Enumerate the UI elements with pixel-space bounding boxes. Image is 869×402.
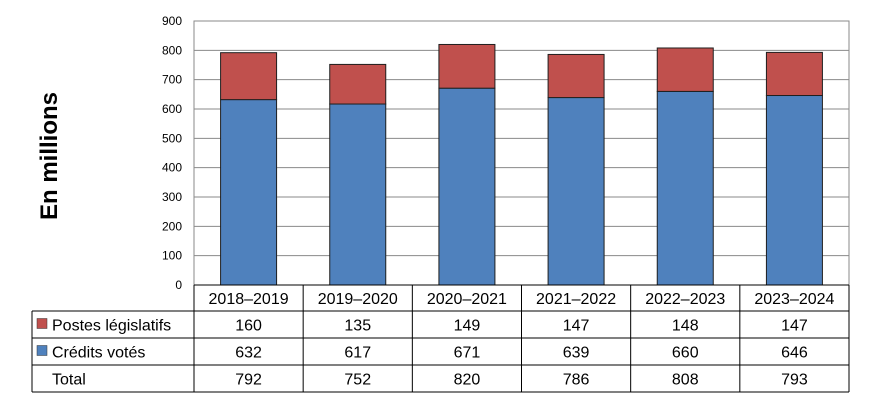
table-cell: 786: [563, 372, 590, 389]
y-tick-label: 500: [162, 131, 182, 145]
table-cell: 149: [454, 318, 481, 335]
bars: [220, 43, 823, 286]
bar-segment-credits-votes: [547, 97, 605, 286]
category-label: 2022–2023: [645, 291, 725, 308]
table-cell: 160: [235, 318, 262, 335]
bar-segment-postes-legislatifs: [547, 53, 605, 99]
row-label: Crédits votés: [52, 345, 145, 362]
legend-swatch: [36, 318, 48, 329]
bar-segment-postes-legislatifs: [220, 52, 278, 101]
bar-segment-postes-legislatifs: [765, 51, 823, 97]
bar-segment-postes-legislatifs: [656, 47, 714, 92]
table-cell: 671: [454, 345, 481, 362]
table-cell: 632: [235, 345, 262, 362]
table-cell: 135: [344, 318, 371, 335]
table-cell: 147: [563, 318, 590, 335]
table-cell: 148: [672, 318, 699, 335]
table-cell: 646: [781, 345, 808, 362]
category-label: 2021–2022: [536, 291, 616, 308]
y-tick-label: 400: [162, 161, 182, 175]
table-cell: 752: [344, 372, 371, 389]
y-axis-ticks: 0 100 200 300 400 500 600 700 800 900: [162, 14, 182, 292]
table-cell: 660: [672, 345, 699, 362]
y-tick-label: 900: [162, 14, 182, 28]
bar-segment-credits-votes: [329, 103, 387, 286]
legend-swatch: [36, 345, 48, 356]
y-tick-label: 700: [162, 73, 182, 87]
y-tick-label: 0: [175, 278, 182, 292]
table-cell: 808: [672, 372, 699, 389]
bar-segment-postes-legislatifs: [329, 63, 387, 105]
table-cell: 617: [344, 345, 371, 362]
bar-segment-credits-votes: [220, 99, 278, 286]
row-label: Total: [52, 372, 86, 389]
y-tick-label: 100: [162, 249, 182, 263]
gridlines: [193, 20, 850, 286]
y-tick-label: 300: [162, 190, 182, 204]
y-axis-title: En millions: [36, 92, 63, 220]
y-tick-label: 200: [162, 219, 182, 233]
y-tick-label: 800: [162, 43, 182, 57]
bar-segment-credits-votes: [765, 95, 823, 286]
table-cell: 639: [563, 345, 590, 362]
table-cell: 820: [454, 372, 481, 389]
table-cell: 793: [781, 372, 808, 389]
bar-segment-credits-votes: [438, 87, 496, 286]
category-label: 2023–2024: [754, 291, 834, 308]
table-cell: 792: [235, 372, 262, 389]
y-tick-label: 600: [162, 102, 182, 116]
category-label: 2019–2020: [318, 291, 398, 308]
bar-segment-credits-votes: [656, 90, 714, 286]
category-label: 2020–2021: [427, 291, 507, 308]
bar-segment-postes-legislatifs: [438, 43, 496, 89]
data-table: 2018–2019 2019–2020 2020–2021 2021–2022 2022…: [31, 284, 850, 393]
category-label: 2018–2019: [209, 291, 289, 308]
plot-frame: [193, 20, 850, 286]
row-label: Postes législatifs: [52, 318, 171, 335]
table-cell: 147: [781, 318, 808, 335]
